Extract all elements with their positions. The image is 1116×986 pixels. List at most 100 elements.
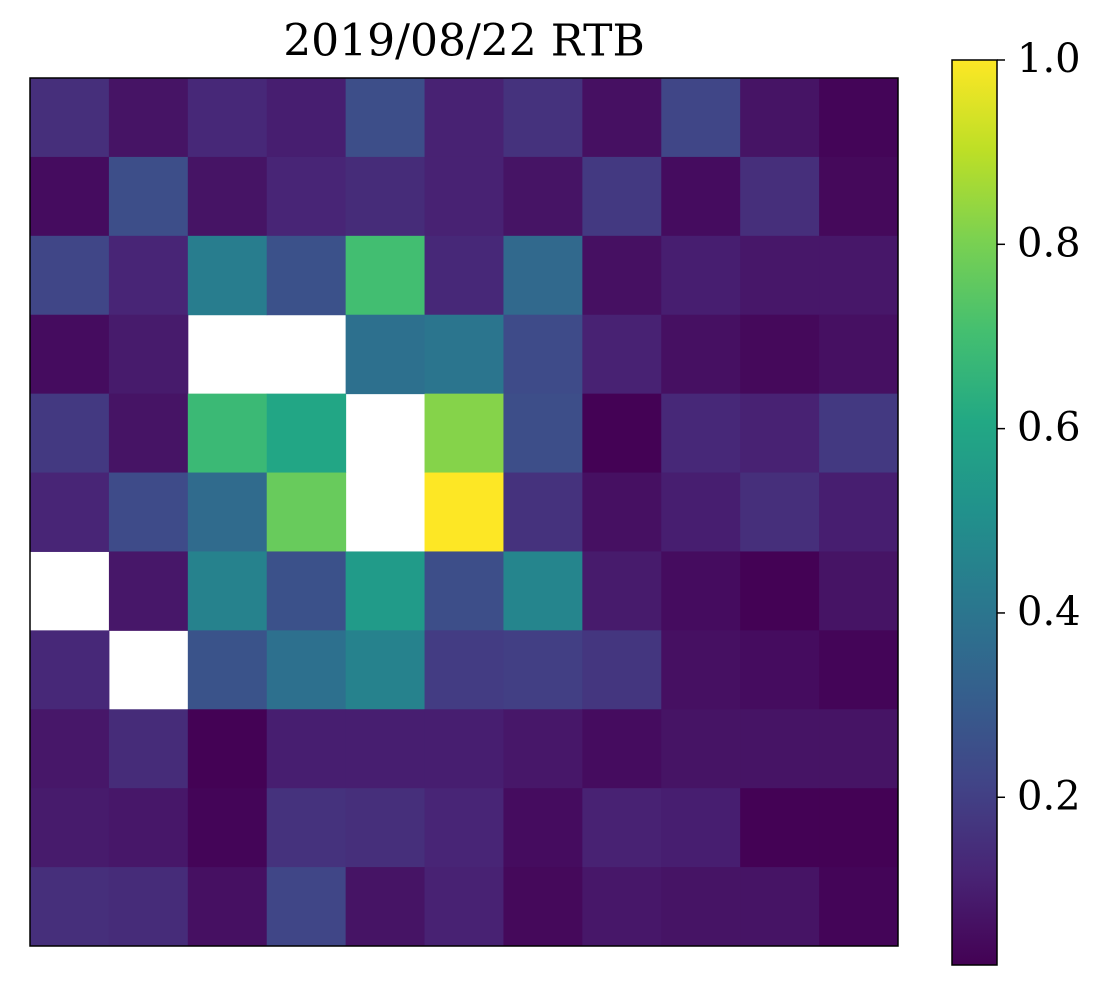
heatmap-cell — [582, 867, 662, 947]
heatmap-cell — [582, 630, 662, 710]
heatmap-cell — [819, 551, 899, 631]
heatmap-cell — [661, 630, 741, 710]
heatmap-cell — [582, 551, 662, 631]
heatmap-cell — [424, 788, 504, 868]
heatmap-cell — [740, 867, 820, 947]
heatmap-cell — [819, 235, 899, 316]
heatmap-cell — [187, 78, 268, 158]
plot-frame — [29, 77, 899, 947]
heatmap-cell — [424, 472, 504, 552]
heatmap-cell — [30, 472, 110, 552]
heatmap-cell — [661, 393, 741, 474]
heatmap-cell — [266, 472, 347, 552]
heatmap-cell — [582, 156, 662, 237]
heatmap-cell — [30, 156, 110, 237]
heatmap-cell — [661, 788, 741, 868]
heatmap-cell — [582, 314, 662, 395]
heatmap-cell — [819, 867, 899, 947]
heatmap-cell — [108, 393, 189, 474]
heatmap-cell — [424, 551, 504, 631]
heatmap-cell — [345, 630, 426, 710]
heatmap-cell — [503, 867, 583, 947]
heatmap-cell — [503, 709, 583, 789]
heatmap-cell — [819, 788, 899, 868]
heatmap-cell — [740, 788, 820, 868]
heatmap-cell — [30, 788, 110, 868]
heatmap-cell — [266, 393, 347, 474]
heatmap-cell — [345, 235, 426, 316]
heatmap-cell — [108, 78, 189, 158]
heatmap-cell — [424, 709, 504, 789]
heatmap-cell — [503, 235, 583, 316]
heatmap-cell — [187, 235, 268, 316]
heatmap-cell — [740, 235, 820, 316]
heatmap-cell — [740, 551, 820, 631]
heatmap-cell — [108, 788, 189, 868]
heatmap-cell — [819, 78, 899, 158]
heatmap-cell — [266, 709, 347, 789]
heatmap-cell — [503, 788, 583, 868]
heatmap-cell — [266, 788, 347, 868]
heatmap-cell — [30, 867, 110, 947]
heatmap-cell — [424, 235, 504, 316]
heatmap-cell — [819, 314, 899, 395]
heatmap-cell — [582, 393, 662, 474]
heatmap-cell — [503, 551, 583, 631]
heatmap-cell — [740, 156, 820, 237]
heatmap-cell — [187, 630, 268, 710]
heatmap-cell — [740, 314, 820, 395]
heatmap-cell — [108, 867, 189, 947]
heatmap-cell — [266, 235, 347, 316]
heatmap-cell — [819, 156, 899, 237]
heatmap-cell — [424, 156, 504, 237]
heatmap-cell — [187, 393, 268, 474]
heatmap-cell — [345, 156, 426, 237]
heatmap-cell — [108, 156, 189, 237]
heatmap-cell — [661, 472, 741, 552]
heatmap-cell — [503, 472, 583, 552]
heatmap-cell — [661, 78, 741, 158]
heatmap-cell — [345, 314, 426, 395]
heatmap-cell — [266, 630, 347, 710]
heatmap-cell — [30, 78, 110, 158]
heatmap-cell — [819, 630, 899, 710]
heatmap-cell — [266, 867, 347, 947]
heatmap-cell — [582, 235, 662, 316]
heatmap-cell — [345, 78, 426, 158]
heatmap-cell — [187, 472, 268, 552]
heatmap-cell — [187, 788, 268, 868]
heatmap-cell — [108, 235, 189, 316]
heatmap-cell — [740, 630, 820, 710]
heatmap-cell — [108, 314, 189, 395]
colorbar — [951, 59, 998, 966]
heatmap-cell — [187, 156, 268, 237]
heatmap-cell — [661, 235, 741, 316]
colorbar-tick-label: 0.8 — [1017, 220, 1081, 266]
colorbar-tick-label: 0.6 — [1017, 405, 1081, 451]
heatmap-cell — [424, 867, 504, 947]
heatmap-cell — [424, 314, 504, 395]
heatmap-cell — [266, 78, 347, 158]
colorbar-tick-label: 0.4 — [1017, 589, 1081, 635]
heatmap-cell — [424, 630, 504, 710]
heatmap-cell — [108, 472, 189, 552]
heatmap-cell — [819, 472, 899, 552]
heatmap-cell — [740, 78, 820, 158]
heatmap-cell — [187, 867, 268, 947]
heatmap-cell — [345, 551, 426, 631]
heatmap-cell — [30, 709, 110, 789]
heatmap-cell — [108, 709, 189, 789]
heatmap-cell — [187, 709, 268, 789]
heatmap-cell — [187, 551, 268, 631]
heatmap-cell — [582, 472, 662, 552]
heatmap-cell — [740, 472, 820, 552]
colorbar-tick-label: 1.0 — [1017, 36, 1081, 82]
heatmap-cell — [582, 709, 662, 789]
heatmap-cell — [266, 156, 347, 237]
heatmap-cell — [30, 314, 110, 395]
chart-title: 2019/08/22 RTB — [283, 16, 645, 67]
heatmap-cell — [661, 551, 741, 631]
heatmap-cell — [582, 78, 662, 158]
heatmap-cell — [503, 78, 583, 158]
